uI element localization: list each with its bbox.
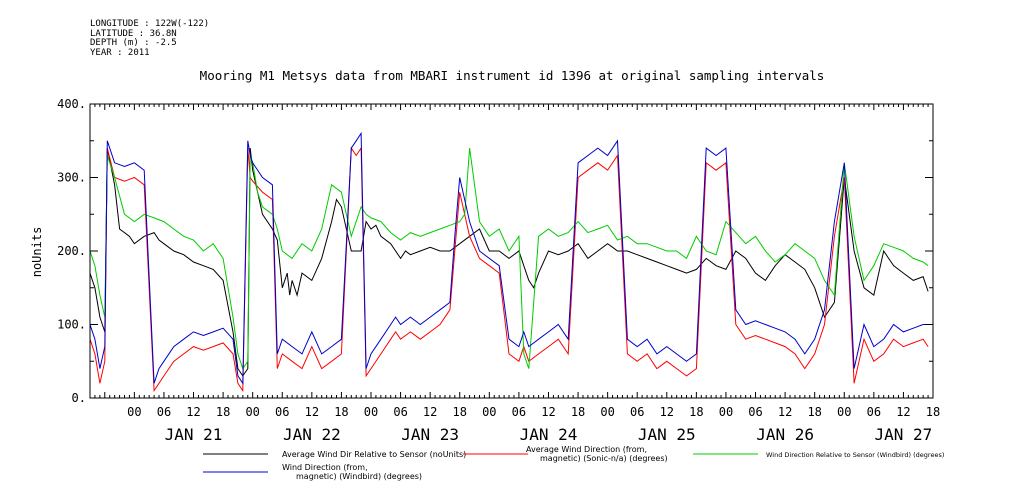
x-tick-label: 06 bbox=[748, 405, 762, 419]
y-tick-label: 0. bbox=[72, 391, 86, 405]
legend-label-3: Wind Direction Relative to Sensor (Windb… bbox=[766, 451, 944, 459]
legend-label-4: Wind Direction (from, magnetic) (Windbird… bbox=[282, 463, 422, 481]
x-tick-label: 12 bbox=[778, 405, 792, 419]
y-tick-label: 300. bbox=[57, 171, 86, 185]
x-tick-label: 06 bbox=[157, 405, 171, 419]
y-tick-label: 100. bbox=[57, 318, 86, 332]
x-tick-label: 12 bbox=[186, 405, 200, 419]
x-tick-label: 12 bbox=[660, 405, 674, 419]
axes: 00 06 12 18 00 06 12 18 00 06 12 18 00 06 12 18 00 06 12 18… bbox=[57, 97, 940, 444]
day-label: JAN 22 bbox=[283, 425, 341, 444]
x-tick-label: 06 bbox=[275, 405, 289, 419]
day-label: JAN 26 bbox=[756, 425, 814, 444]
y-axis-label: noUnits bbox=[30, 227, 44, 278]
day-label: JAN 21 bbox=[165, 425, 223, 444]
x-tick-label: 12 bbox=[541, 405, 555, 419]
legend: Average Wind Dir Relative to Sensor (noU… bbox=[203, 445, 944, 481]
x-tick-label: 18 bbox=[453, 405, 467, 419]
x-tick-label: 06 bbox=[630, 405, 644, 419]
x-tick-label: 06 bbox=[867, 405, 881, 419]
longitude-label: LONGITUDE : 122W(-122) bbox=[90, 19, 210, 29]
x-tick-label: 00 bbox=[482, 405, 496, 419]
series-line-4 bbox=[89, 131, 929, 385]
depth-label: DEPTH (m) : -2.5 bbox=[90, 38, 177, 48]
x-tick-label: 18 bbox=[571, 405, 585, 419]
plot-frame bbox=[89, 103, 934, 399]
x-tick-label: 18 bbox=[334, 405, 348, 419]
y-tick-label: 200. bbox=[57, 244, 86, 258]
latitude-label: LATITUDE : 36.8N bbox=[90, 28, 177, 39]
x-tick-label: 18 bbox=[216, 405, 230, 419]
x-tick-label: 18 bbox=[926, 405, 940, 419]
series-line-3 bbox=[89, 148, 929, 370]
x-tick-label: 00 bbox=[127, 405, 141, 419]
x-tick-label: 00 bbox=[837, 405, 851, 419]
legend-label-1: Average Wind Dir Relative to Sensor (noU… bbox=[282, 450, 466, 459]
legend-label-2: Average Wind Direction (from, magnetic) (… bbox=[526, 445, 668, 463]
x-tick-label: 00 bbox=[600, 405, 614, 419]
x-tick-label: 18 bbox=[689, 405, 703, 419]
day-label: JAN 23 bbox=[401, 425, 459, 444]
y-tick-label: 400. bbox=[57, 97, 86, 111]
day-label: JAN 27 bbox=[875, 425, 933, 444]
x-tick-label: 12 bbox=[423, 405, 437, 419]
series-line-1 bbox=[89, 148, 929, 377]
x-tick-label: 06 bbox=[512, 405, 526, 419]
day-label: JAN 25 bbox=[638, 425, 696, 444]
x-tick-label: 00 bbox=[245, 405, 259, 419]
x-tick-label: 18 bbox=[807, 405, 821, 419]
day-label: JAN 24 bbox=[520, 425, 578, 444]
year-label: YEAR : 2011 bbox=[90, 47, 150, 58]
plot-area bbox=[89, 131, 929, 393]
x-tick-label: 00 bbox=[719, 405, 733, 419]
x-tick-label: 06 bbox=[393, 405, 407, 419]
metadata-block: LONGITUDE : 122W(-122) LATITUDE : 36.8N … bbox=[90, 19, 210, 58]
x-tick-label: 00 bbox=[364, 405, 378, 419]
x-tick-label: 12 bbox=[896, 405, 910, 419]
series-line-2 bbox=[89, 146, 929, 393]
chart-title: Mooring M1 Metsys data from MBARI instru… bbox=[200, 68, 825, 83]
x-tick-label: 12 bbox=[305, 405, 319, 419]
